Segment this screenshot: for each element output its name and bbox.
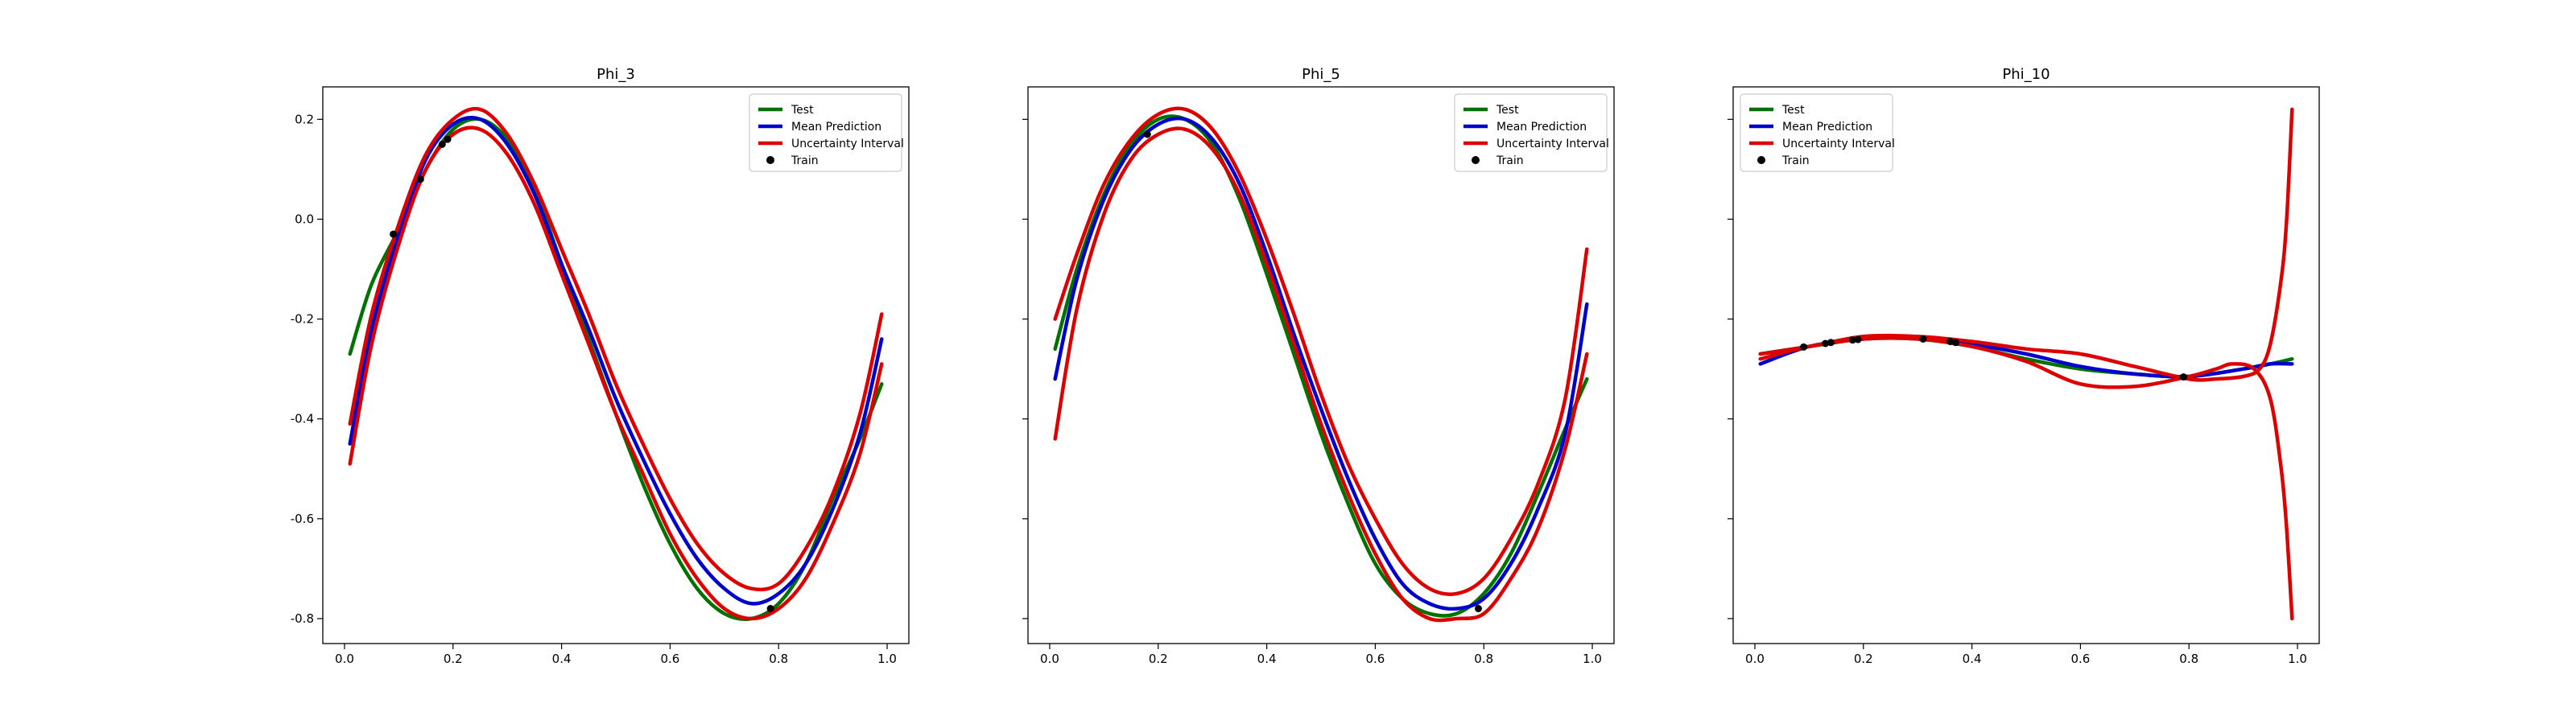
legend-label: Test <box>1781 104 1805 117</box>
x-tick-label: 1.0 <box>877 652 897 666</box>
legend-marker-train <box>1757 156 1765 164</box>
legend-label: Train <box>1781 154 1810 167</box>
y-tick-label: -0.6 <box>291 512 314 526</box>
y-tick-label: 0.0 <box>295 212 314 226</box>
legend-label: Train <box>1496 154 1524 167</box>
axes-frame <box>322 86 910 644</box>
x-tick-label: 0.0 <box>335 652 354 666</box>
y-tick-label: 0.2 <box>295 112 314 126</box>
legend-label: Uncertainty Interval <box>791 138 904 150</box>
legend-label: Train <box>791 154 819 167</box>
train-point <box>1946 338 1955 346</box>
legend-label: Test <box>1496 104 1519 117</box>
legend-label: Uncertainty Interval <box>1496 138 1609 150</box>
x-tick-label: 0.6 <box>1365 652 1385 666</box>
series-line-uncertainty-interval <box>348 106 884 592</box>
x-tick-label: 0.6 <box>2070 652 2090 666</box>
x-tick-label: 1.0 <box>2288 652 2307 666</box>
x-tick-label: 0.0 <box>1745 652 1765 666</box>
series-line-uncertainty-interval-lower <box>1053 126 1589 623</box>
x-tick-label: 0.8 <box>1474 652 1493 666</box>
legend-label: Mean Prediction <box>1782 121 1872 134</box>
y-tick-label: -0.2 <box>291 312 314 327</box>
x-tick-label: 0.2 <box>1854 652 1873 666</box>
subplot-phi-3: Phi_3 0.0 0.2 0.4 0.6 0.8 1.0 -0.8 -0.6 -0.4 -0.2 0… <box>291 66 910 666</box>
chart-title: Phi_10 <box>2002 66 2050 83</box>
legend-marker-train <box>766 156 774 164</box>
legend-label: Mean Prediction <box>1496 121 1587 134</box>
legend-box <box>1454 93 1608 172</box>
plot-area <box>1758 107 2294 621</box>
legend-label: Test <box>791 104 814 117</box>
y-tick-label: -0.8 <box>291 611 314 626</box>
series-line-uncertainty-interval <box>1758 107 2294 382</box>
train-point <box>1854 335 1862 343</box>
train-point <box>766 605 774 613</box>
x-tick-label: 0.6 <box>660 652 679 666</box>
legend: Test Mean Prediction Uncertainty Interval T… <box>749 93 904 172</box>
series-line-uncertainty-interval <box>1053 106 1589 596</box>
series-line-mean-prediction <box>1053 116 1589 611</box>
plot-area <box>348 106 884 621</box>
series-line-mean-prediction <box>348 116 884 606</box>
y-tick-label: -0.4 <box>291 412 314 426</box>
legend-box <box>749 93 902 172</box>
train-point <box>1951 339 1959 347</box>
plot-area <box>1053 106 1589 623</box>
train-point <box>1919 335 1927 343</box>
series-line-uncertainty-interval-lower <box>1758 336 2294 621</box>
train-point <box>1143 130 1151 138</box>
train-point <box>444 135 452 143</box>
axes-frame <box>1732 86 2320 644</box>
train-point <box>1474 605 1482 613</box>
legend: Test Mean Prediction Uncertainty Interval T… <box>1454 93 1609 172</box>
x-tick-label: 0.2 <box>1149 652 1168 666</box>
x-tick-label: 0.0 <box>1040 652 1059 666</box>
train-point <box>2179 373 2187 381</box>
train-point <box>1800 343 1808 351</box>
chart-title: Phi_3 <box>597 66 635 83</box>
legend-marker-train <box>1472 156 1480 164</box>
train-point <box>438 140 446 148</box>
train-point <box>390 230 398 238</box>
x-tick-label: 0.4 <box>552 652 572 666</box>
x-tick-label: 0.4 <box>1257 652 1277 666</box>
subplot-phi-10: Phi_10 0.0 0.2 0.4 0.6 0.8 1.0 Test Mean Predict… <box>1728 66 2320 666</box>
x-tick-label: 0.8 <box>2179 652 2198 666</box>
axes-frame <box>1027 86 1615 644</box>
train-point <box>416 175 424 183</box>
train-point <box>1827 339 1835 347</box>
subplot-phi-5: Phi_5 0.0 0.2 0.4 0.6 0.8 1.0 Test Mean Predicti… <box>1022 66 1615 666</box>
x-tick-label: 0.2 <box>444 652 463 666</box>
x-tick-label: 0.8 <box>769 652 788 666</box>
train-point <box>1822 339 1830 348</box>
legend: Test Mean Prediction Uncertainty Interval T… <box>1740 93 1895 172</box>
legend-label: Uncertainty Interval <box>1782 138 1895 150</box>
legend-box <box>1740 93 1893 172</box>
x-tick-label: 1.0 <box>1583 652 1602 666</box>
series-line-uncertainty-interval-lower <box>348 125 884 621</box>
series-line-test <box>348 117 884 621</box>
train-point <box>1848 336 1856 344</box>
chart-title: Phi_5 <box>1302 66 1340 83</box>
legend-label: Mean Prediction <box>791 121 881 134</box>
x-tick-label: 0.4 <box>1963 652 1982 666</box>
series-line-test <box>1053 114 1589 618</box>
